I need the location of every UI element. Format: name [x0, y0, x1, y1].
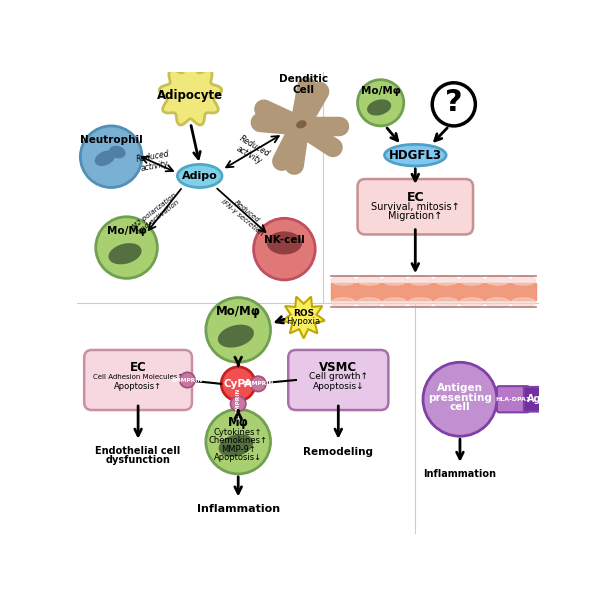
Text: EMMPRIN: EMMPRIN — [236, 388, 241, 419]
Ellipse shape — [178, 164, 222, 187]
Text: Survival, mitosis↑: Survival, mitosis↑ — [371, 202, 460, 212]
Text: Mo/Mφ: Mo/Mφ — [107, 226, 146, 236]
Text: cell: cell — [449, 402, 470, 412]
Text: EMMPRIN: EMMPRIN — [242, 382, 274, 386]
Ellipse shape — [383, 276, 407, 285]
Ellipse shape — [331, 276, 356, 285]
Ellipse shape — [511, 276, 536, 285]
Circle shape — [358, 80, 404, 126]
Polygon shape — [160, 64, 221, 125]
Circle shape — [432, 83, 475, 126]
Circle shape — [284, 110, 315, 141]
Text: presenting: presenting — [428, 393, 492, 403]
Text: Chemokines↑: Chemokines↑ — [209, 436, 268, 445]
Polygon shape — [283, 296, 325, 338]
Circle shape — [423, 362, 497, 436]
Text: Inflammation: Inflammation — [197, 505, 280, 514]
Ellipse shape — [218, 325, 254, 347]
Ellipse shape — [357, 276, 382, 285]
FancyBboxPatch shape — [497, 386, 529, 412]
FancyBboxPatch shape — [524, 387, 544, 412]
Text: HLA-DPA1: HLA-DPA1 — [496, 397, 531, 402]
Text: Neutrophil: Neutrophil — [80, 135, 143, 145]
Text: Mφ: Mφ — [228, 416, 248, 429]
Text: Antigen: Antigen — [437, 383, 483, 394]
Circle shape — [221, 367, 255, 401]
Ellipse shape — [331, 298, 356, 307]
Text: Apoptosis↑: Apoptosis↑ — [114, 382, 162, 391]
Text: Cytokines↑: Cytokines↑ — [214, 428, 262, 437]
Text: Apoptosis↓: Apoptosis↓ — [214, 453, 262, 462]
Text: ?: ? — [445, 88, 463, 118]
Text: Ag: Ag — [527, 394, 541, 404]
Text: VSMC: VSMC — [319, 361, 358, 374]
Text: Cell Adhesion Molecules↑: Cell Adhesion Molecules↑ — [93, 374, 183, 380]
Ellipse shape — [109, 146, 125, 158]
Text: Reduced
activity: Reduced activity — [233, 134, 271, 167]
Circle shape — [230, 396, 246, 412]
Text: Apoptosis↓: Apoptosis↓ — [313, 382, 364, 391]
Ellipse shape — [409, 276, 433, 285]
Ellipse shape — [296, 120, 307, 128]
Text: Migration↑: Migration↑ — [388, 211, 442, 221]
Circle shape — [96, 217, 157, 278]
Text: Reduced
activity: Reduced activity — [135, 149, 172, 174]
Text: EC: EC — [406, 191, 424, 204]
Circle shape — [251, 376, 266, 392]
Ellipse shape — [266, 232, 302, 254]
Text: Inflammation: Inflammation — [424, 469, 496, 479]
Ellipse shape — [409, 298, 433, 307]
Ellipse shape — [367, 100, 391, 116]
Ellipse shape — [95, 151, 115, 166]
Ellipse shape — [485, 276, 510, 285]
Ellipse shape — [460, 298, 484, 307]
Ellipse shape — [383, 298, 407, 307]
Text: HDGFL3: HDGFL3 — [389, 149, 442, 161]
Text: EMMPRIN: EMMPRIN — [172, 377, 203, 383]
Text: dysfunction: dysfunction — [106, 455, 170, 465]
FancyBboxPatch shape — [358, 179, 473, 235]
FancyBboxPatch shape — [84, 350, 192, 410]
Text: CyPA: CyPA — [224, 379, 253, 389]
Ellipse shape — [218, 434, 253, 457]
Text: Adipocyte: Adipocyte — [157, 89, 224, 101]
Ellipse shape — [434, 276, 458, 285]
Ellipse shape — [485, 298, 510, 307]
Text: Endothelial cell: Endothelial cell — [95, 446, 181, 456]
Ellipse shape — [109, 243, 142, 265]
Text: Remodeling: Remodeling — [304, 446, 373, 457]
Text: EC: EC — [130, 361, 146, 374]
Text: MMP-9↑: MMP-9↑ — [221, 445, 256, 454]
Ellipse shape — [385, 145, 446, 166]
Ellipse shape — [460, 276, 484, 285]
Text: Adipo: Adipo — [182, 171, 218, 181]
Text: Mo/Mφ: Mo/Mφ — [216, 305, 260, 318]
Ellipse shape — [357, 298, 382, 307]
Text: Hypoxia: Hypoxia — [287, 317, 321, 326]
FancyBboxPatch shape — [288, 350, 388, 410]
Ellipse shape — [511, 298, 536, 307]
Text: Denditic
Cell: Denditic Cell — [279, 73, 328, 95]
Circle shape — [206, 298, 271, 362]
Text: Cell growth↑: Cell growth↑ — [309, 373, 368, 382]
Circle shape — [80, 126, 142, 187]
Text: Mo/Mφ: Mo/Mφ — [361, 86, 401, 96]
Text: Reduced
IFN-γ secretion: Reduced IFN-γ secretion — [220, 193, 269, 236]
Text: NK-cell: NK-cell — [264, 235, 305, 245]
Circle shape — [179, 372, 195, 388]
Text: ROS: ROS — [293, 308, 314, 317]
Ellipse shape — [434, 298, 458, 307]
Text: M2 polarization
and activation: M2 polarization and activation — [131, 192, 182, 235]
Circle shape — [206, 409, 271, 474]
Circle shape — [254, 218, 315, 280]
